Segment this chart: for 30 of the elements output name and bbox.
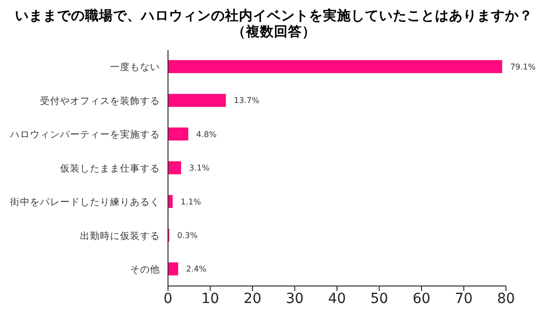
data-label: 0.3% xyxy=(177,231,198,240)
data-label: 2.4% xyxy=(186,264,207,274)
bar xyxy=(168,94,226,107)
chart-title: いままでの職場で、ハロウィンの社内イベントを実施していたことはありますか？ xyxy=(14,8,534,24)
y-tick-label: 街中をパレードしたり練りあるく xyxy=(10,196,160,208)
bar xyxy=(168,161,182,174)
y-tick-label: 仮装したまま仕事する xyxy=(60,162,160,174)
x-tick-label: 60 xyxy=(412,290,430,307)
x-tick-label: 50 xyxy=(370,290,388,307)
bar xyxy=(168,60,502,74)
y-tick-label: ハロウィンパーティーを実施する xyxy=(9,128,160,141)
bar xyxy=(168,262,178,276)
y-tick-label: 一度もない xyxy=(110,61,160,74)
x-tick-label: 10 xyxy=(201,290,220,307)
y-tick-label: 出勤時に仮装する xyxy=(80,230,160,242)
bar xyxy=(168,128,188,141)
y-tick-label: その他 xyxy=(130,264,160,276)
data-label: 1.1% xyxy=(180,197,202,206)
data-label: 4.8% xyxy=(196,130,218,139)
data-label: 79.1% xyxy=(510,62,536,72)
x-tick-label: 70 xyxy=(454,290,473,307)
x-tick-label: 20 xyxy=(244,290,262,307)
chart-subtitle: （複数回答） xyxy=(231,24,317,40)
y-tick-label: 受付やオフィスを装飾する xyxy=(40,94,160,107)
x-tick-label: 0 xyxy=(164,290,172,307)
x-tick-label: 40 xyxy=(328,290,346,307)
x-tick-label: 30 xyxy=(286,290,304,307)
data-label: 13.7% xyxy=(234,96,260,106)
data-label: 3.1% xyxy=(189,164,210,173)
x-tick-label: 80 xyxy=(497,290,515,307)
